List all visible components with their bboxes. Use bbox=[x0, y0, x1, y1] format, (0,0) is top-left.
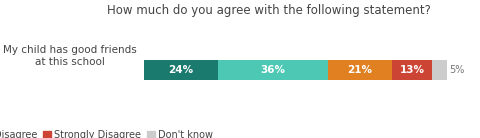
Text: 5%: 5% bbox=[449, 65, 464, 75]
Text: 21%: 21% bbox=[348, 65, 372, 75]
Bar bbox=[328, 60, 392, 80]
Bar bbox=[392, 60, 432, 80]
Legend: Strongly Agree, Agree, Disagree, Strongly Disagree, Don't know: Strongly Agree, Agree, Disagree, Strongl… bbox=[0, 130, 214, 138]
Text: 24%: 24% bbox=[168, 65, 193, 75]
Bar bbox=[217, 60, 328, 80]
Text: 36%: 36% bbox=[260, 65, 285, 75]
Bar bbox=[144, 60, 217, 80]
Bar bbox=[432, 60, 447, 80]
Text: How much do you agree with the following statement?: How much do you agree with the following… bbox=[107, 4, 431, 17]
Text: My child has good friends
at this school: My child has good friends at this school bbox=[3, 45, 137, 67]
Text: 13%: 13% bbox=[399, 65, 424, 75]
